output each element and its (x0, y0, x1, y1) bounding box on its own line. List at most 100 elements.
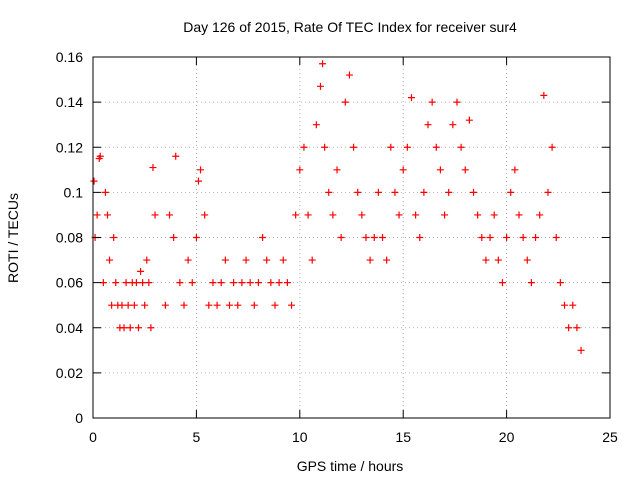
y-tick-label: 0.06 (56, 275, 83, 291)
data-point (337, 234, 345, 241)
y-tick-label: 0.16 (56, 49, 83, 65)
data-point (176, 279, 184, 287)
x-tick-label: 5 (193, 429, 201, 445)
data-point (143, 256, 151, 264)
data-point (118, 301, 126, 309)
data-point (279, 256, 287, 264)
data-point (412, 211, 420, 219)
data-point (141, 301, 149, 309)
data-point (416, 234, 424, 241)
data-point (197, 166, 205, 174)
data-point (170, 234, 178, 241)
data-point (436, 166, 444, 174)
data-point (383, 256, 391, 264)
y-tick-label: 0 (75, 410, 83, 426)
data-point (288, 301, 296, 309)
y-tick-label: 0.04 (56, 320, 83, 336)
data-point (149, 164, 157, 172)
data-point (403, 143, 411, 151)
data-point (354, 188, 362, 196)
data-point (234, 301, 242, 309)
data-point (465, 116, 473, 124)
data-point (561, 301, 569, 309)
data-point (172, 152, 180, 160)
data-point (93, 211, 101, 219)
data-point (132, 279, 140, 287)
data-point (486, 234, 494, 241)
x-tick-label: 0 (89, 429, 97, 445)
data-point (577, 346, 585, 354)
data-point (445, 188, 453, 196)
data-point (283, 279, 291, 287)
x-tick-label: 10 (292, 429, 308, 445)
data-point (271, 301, 279, 309)
data-point (151, 211, 159, 219)
data-point (161, 301, 169, 309)
data-point (565, 324, 573, 332)
data-point (461, 166, 469, 174)
data-point (312, 121, 320, 129)
data-point (544, 188, 552, 196)
data-point (432, 143, 440, 151)
data-point (213, 301, 221, 309)
data-point (108, 301, 116, 309)
data-point (387, 143, 395, 151)
data-point (267, 279, 275, 287)
y-tick-label: 0.12 (56, 139, 83, 155)
data-point (511, 166, 519, 174)
data-point (428, 98, 436, 106)
data-point (470, 188, 478, 196)
data-point (474, 211, 482, 219)
data-point (205, 301, 213, 309)
data-point (122, 279, 130, 287)
data-point (325, 188, 333, 196)
data-point (391, 188, 399, 196)
data-point (201, 211, 209, 219)
data-point (515, 211, 523, 219)
data-point (259, 234, 267, 241)
data-point (184, 256, 192, 264)
data-point (316, 82, 324, 90)
x-tick-label: 20 (499, 429, 515, 445)
data-point (503, 234, 511, 241)
data-point (242, 256, 250, 264)
data-point (453, 98, 461, 106)
data-point (457, 143, 465, 151)
data-point (532, 234, 540, 241)
data-point (441, 211, 449, 219)
data-point (246, 279, 254, 287)
data-point (341, 98, 349, 106)
data-point (139, 279, 147, 287)
data-point (90, 177, 98, 185)
data-point (569, 301, 577, 309)
data-point (137, 267, 145, 275)
y-tick-label: 0.14 (56, 94, 83, 110)
axis-ticks: 0 0.02 0.04 0.06 0.08 0.1 0.12 0.14 0.16 0 5 10 15 20… (56, 49, 618, 445)
data-point (250, 301, 258, 309)
data-point (362, 234, 370, 241)
data-point (350, 143, 358, 151)
data-point (490, 211, 498, 219)
data-point (103, 211, 111, 219)
data-point (507, 188, 515, 196)
data-point (296, 166, 304, 174)
y-tick-label: 0.08 (56, 230, 83, 246)
data-point (221, 256, 229, 264)
data-point (552, 234, 560, 241)
data-point (209, 279, 217, 287)
data-point (478, 234, 486, 241)
data-point (527, 279, 535, 287)
data-point (126, 324, 134, 332)
data-point (345, 71, 353, 79)
data-point (379, 234, 387, 241)
data-point (230, 279, 238, 287)
data-point (395, 211, 403, 219)
data-point (217, 279, 225, 287)
data-point (407, 94, 415, 102)
data-point (106, 256, 114, 264)
data-point (494, 256, 502, 264)
x-tick-label: 15 (395, 429, 411, 445)
data-point (304, 211, 312, 219)
x-tick-label: 25 (602, 429, 618, 445)
